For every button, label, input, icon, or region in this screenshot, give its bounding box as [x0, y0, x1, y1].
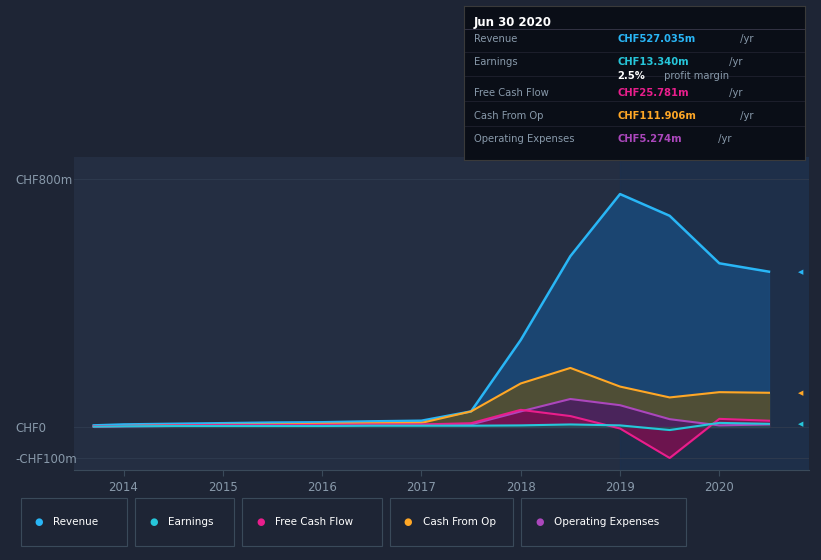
Text: Free Cash Flow: Free Cash Flow [275, 517, 353, 527]
Text: ◀: ◀ [798, 269, 804, 275]
Text: CHF13.340m: CHF13.340m [617, 57, 689, 67]
Text: CHF111.906m: CHF111.906m [617, 111, 696, 121]
Text: Free Cash Flow: Free Cash Flow [474, 88, 548, 99]
Text: Earnings: Earnings [168, 517, 213, 527]
Text: Earnings: Earnings [474, 57, 518, 67]
Text: Operating Expenses: Operating Expenses [554, 517, 659, 527]
Text: profit margin: profit margin [661, 72, 729, 81]
Text: CHF5.274m: CHF5.274m [617, 134, 681, 144]
Text: Revenue: Revenue [474, 35, 517, 44]
Text: ◀: ◀ [798, 421, 804, 427]
Text: /yr: /yr [727, 57, 743, 67]
Text: 2.5%: 2.5% [617, 72, 645, 81]
Text: Cash From Op: Cash From Op [423, 517, 496, 527]
Bar [620, 157, 809, 470]
Text: Jun 30 2020: Jun 30 2020 [474, 16, 552, 29]
Text: ●: ● [404, 517, 412, 527]
Text: /yr: /yr [737, 111, 754, 121]
Text: ●: ● [535, 517, 544, 527]
Text: ●: ● [34, 517, 43, 527]
Text: ◀: ◀ [798, 390, 804, 396]
Text: Cash From Op: Cash From Op [474, 111, 544, 121]
Text: Revenue: Revenue [53, 517, 99, 527]
Text: CHF25.781m: CHF25.781m [617, 88, 689, 99]
Text: /yr: /yr [737, 35, 754, 44]
Text: Operating Expenses: Operating Expenses [474, 134, 575, 144]
Text: ●: ● [256, 517, 264, 527]
Text: /yr: /yr [727, 88, 743, 99]
Text: ●: ● [149, 517, 158, 527]
Text: /yr: /yr [715, 134, 732, 144]
Text: CHF527.035m: CHF527.035m [617, 35, 695, 44]
